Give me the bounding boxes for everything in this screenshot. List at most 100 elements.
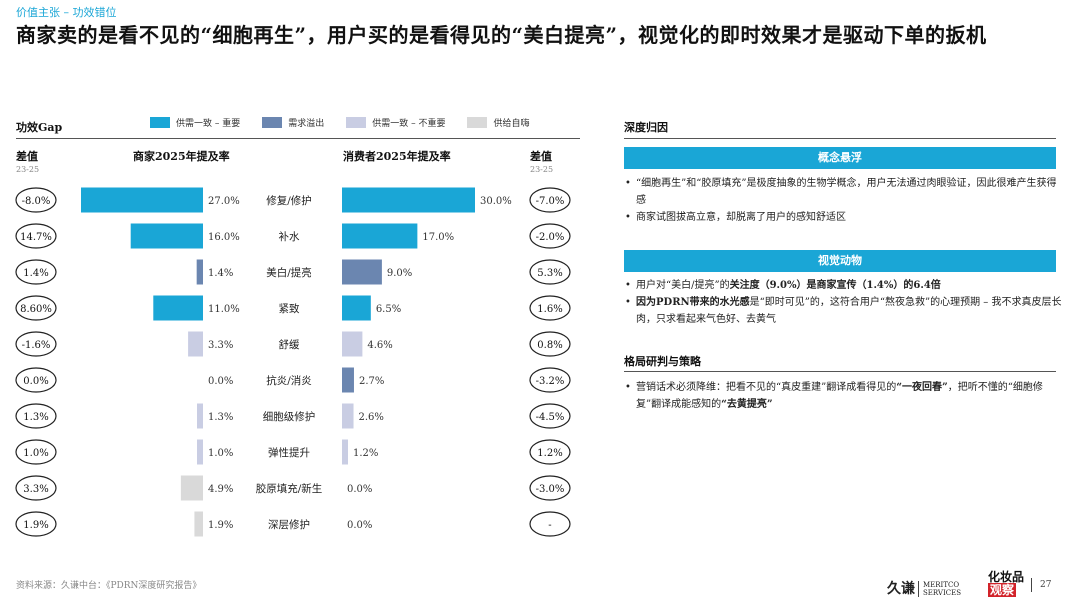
- merchant-bar: [197, 439, 203, 465]
- diff-right-ellipse: [529, 439, 571, 465]
- consumer-value-label: 2.7%: [359, 376, 384, 387]
- diff-left-header: 差值: [16, 150, 38, 163]
- category-label: 胶原填充/新生: [256, 482, 323, 495]
- merchant-value-label: 1.0%: [208, 448, 233, 459]
- diff-left-ellipse: [15, 187, 57, 213]
- diff-right-ellipse: [529, 187, 571, 213]
- logo-sub: MERITCO SERVICES: [918, 581, 961, 597]
- logo-main: 久谦: [887, 581, 915, 597]
- merchant-bar: [180, 475, 203, 501]
- consumer-bar: [342, 403, 354, 429]
- merchant-value-label: 27.0%: [208, 196, 240, 207]
- bullet-item: 因为PDRN带来的水光感是“即时可见”的，这符合用户“熬夜急救”的心理预期 – …: [624, 294, 1064, 328]
- diff-right-value: -7.0%: [536, 196, 565, 207]
- merchant-header: 商家2025年提及率: [133, 150, 230, 163]
- legend-label: 需求溢出: [288, 119, 325, 129]
- category-label: 抗炎/消炎: [266, 374, 312, 387]
- diff-right-value: 1.2%: [537, 448, 562, 459]
- consumer-value-label: 2.6%: [359, 412, 384, 423]
- section-title-strategy: 格局研判与策略: [624, 355, 701, 368]
- diff-left-value: 0.0%: [23, 376, 48, 387]
- bullets-visual: 用户对“美白/提亮”的关注度（9.0%）是商家宣传（1.4%）的6.4倍 因为P…: [624, 277, 1064, 328]
- consumer-value-label: 1.2%: [353, 448, 378, 459]
- section-rule: [624, 371, 1056, 372]
- category-label: 美白/提亮: [266, 266, 312, 279]
- legend-swatch: [150, 117, 170, 128]
- diff-left-value: 14.7%: [20, 232, 52, 243]
- bullet-item: “细胞再生”和“胶原填充”是极度抽象的生物学概念，用户无法通过肉眼验证，因此很难…: [624, 175, 1064, 209]
- diff-left-value: 1.9%: [23, 520, 48, 531]
- source-note: 资料来源：久谦中台：《PDRN深度研究报告》: [16, 581, 202, 591]
- diff-right-ellipse: [529, 367, 571, 393]
- merchant-bar: [130, 223, 203, 249]
- bullet-text: 用户对“美白/提亮”的: [636, 280, 730, 291]
- bullet-item: 用户对“美白/提亮”的关注度（9.0%）是商家宣传（1.4%）的6.4倍: [624, 277, 1064, 294]
- diff-right-ellipse: [529, 511, 571, 537]
- merchant-value-label: 16.0%: [208, 232, 240, 243]
- legend-label: 供需一致 – 不重要: [372, 119, 446, 129]
- diff-left-ellipse: [15, 403, 57, 429]
- consumer-value-label: 9.0%: [387, 268, 412, 279]
- legend-item-self: 供给自嗨: [467, 116, 530, 129]
- merchant-value-label: 1.3%: [208, 412, 233, 423]
- diff-left-value: 1.4%: [23, 268, 48, 279]
- diff-right-value: 1.6%: [537, 304, 562, 315]
- banner-visual: 视觉动物: [624, 250, 1056, 272]
- bullet-bold: “去黄提亮”: [721, 399, 773, 410]
- bullet-text: 是“即时可见”的，这符合用户“熬夜急救”的心理预期 – 我不求真皮层长肉，只求看…: [636, 297, 1062, 325]
- category-label: 紧致: [279, 302, 300, 315]
- consumer-value-label: 4.6%: [367, 340, 392, 351]
- consumer-header: 消费者2025年提及率: [343, 150, 451, 163]
- diff-right-value: 5.3%: [537, 268, 562, 279]
- diff-right-ellipse: [529, 295, 571, 321]
- consumer-value-label: 17.0%: [422, 232, 454, 243]
- consumer-bar: [342, 439, 348, 465]
- diff-right-value: -3.2%: [536, 376, 565, 387]
- diff-right-ellipse: [529, 259, 571, 285]
- diff-left-ellipse: [15, 367, 57, 393]
- diff-right-header: 差值: [530, 150, 552, 163]
- merchant-bar: [196, 259, 203, 285]
- diff-left-value: 1.3%: [23, 412, 48, 423]
- category-label: 深层修护: [268, 518, 310, 531]
- diff-right-ellipse: [529, 223, 571, 249]
- diff-left-ellipse: [15, 439, 57, 465]
- logo2-line1: 化妆品: [988, 570, 1025, 584]
- category-label: 修复/修护: [266, 194, 312, 207]
- diff-left-ellipse: [15, 511, 57, 537]
- consumer-bar: [342, 259, 382, 285]
- merchant-bar: [153, 295, 203, 321]
- consumer-bar: [342, 367, 354, 393]
- bullet-item: 营销话术必须降维：把看不见的“真皮重建”翻译成看得见的“一夜回春”，把听不懂的“…: [624, 379, 1064, 413]
- diff-left-sub: 23-25: [16, 165, 40, 174]
- merchant-value-label: 0.0%: [208, 376, 233, 387]
- cosmetics-observer-logo: 化妆品 观察: [988, 571, 1024, 597]
- consumer-bar: [342, 295, 371, 321]
- page-title: 商家卖的是看不见的“细胞再生”，用户买的是看得见的“美白提亮”，视觉化的即时效果…: [16, 23, 987, 47]
- diff-right-ellipse: [529, 331, 571, 357]
- legend-item-important: 供需一致 – 重要: [150, 116, 240, 129]
- diff-left-ellipse: [15, 223, 57, 249]
- category-label: 细胞级修护: [263, 410, 316, 423]
- section-title-attribution: 深度归因: [624, 121, 668, 134]
- consumer-value-label: 0.0%: [347, 520, 372, 531]
- gap-label: 功效Gap: [16, 121, 63, 134]
- section-rule: [624, 138, 1056, 139]
- diff-right-value: -3.0%: [536, 484, 565, 495]
- legend-swatch: [467, 117, 488, 128]
- diff-left-value: -8.0%: [22, 196, 51, 207]
- logo-sub2: SERVICES: [923, 589, 962, 597]
- legend-swatch: [346, 117, 367, 128]
- merchant-value-label: 1.4%: [208, 268, 233, 279]
- bullet-bold: “一夜回春”: [896, 382, 948, 393]
- consumer-value-label: 30.0%: [480, 196, 512, 207]
- merchant-value-label: 4.9%: [208, 484, 233, 495]
- legend-item-unimportant: 供需一致 – 不重要: [346, 116, 445, 129]
- diff-left-value: 8.60%: [20, 304, 52, 315]
- category-label: 补水: [279, 230, 300, 243]
- diff-left-value: -1.6%: [22, 340, 51, 351]
- bullet-text: 营销话术必须降维：把看不见的“真皮重建”翻译成看得见的: [636, 382, 897, 393]
- banner-concept: 概念悬浮: [624, 147, 1056, 169]
- diff-left-value: 3.3%: [23, 484, 48, 495]
- diff-left-ellipse: [15, 331, 57, 357]
